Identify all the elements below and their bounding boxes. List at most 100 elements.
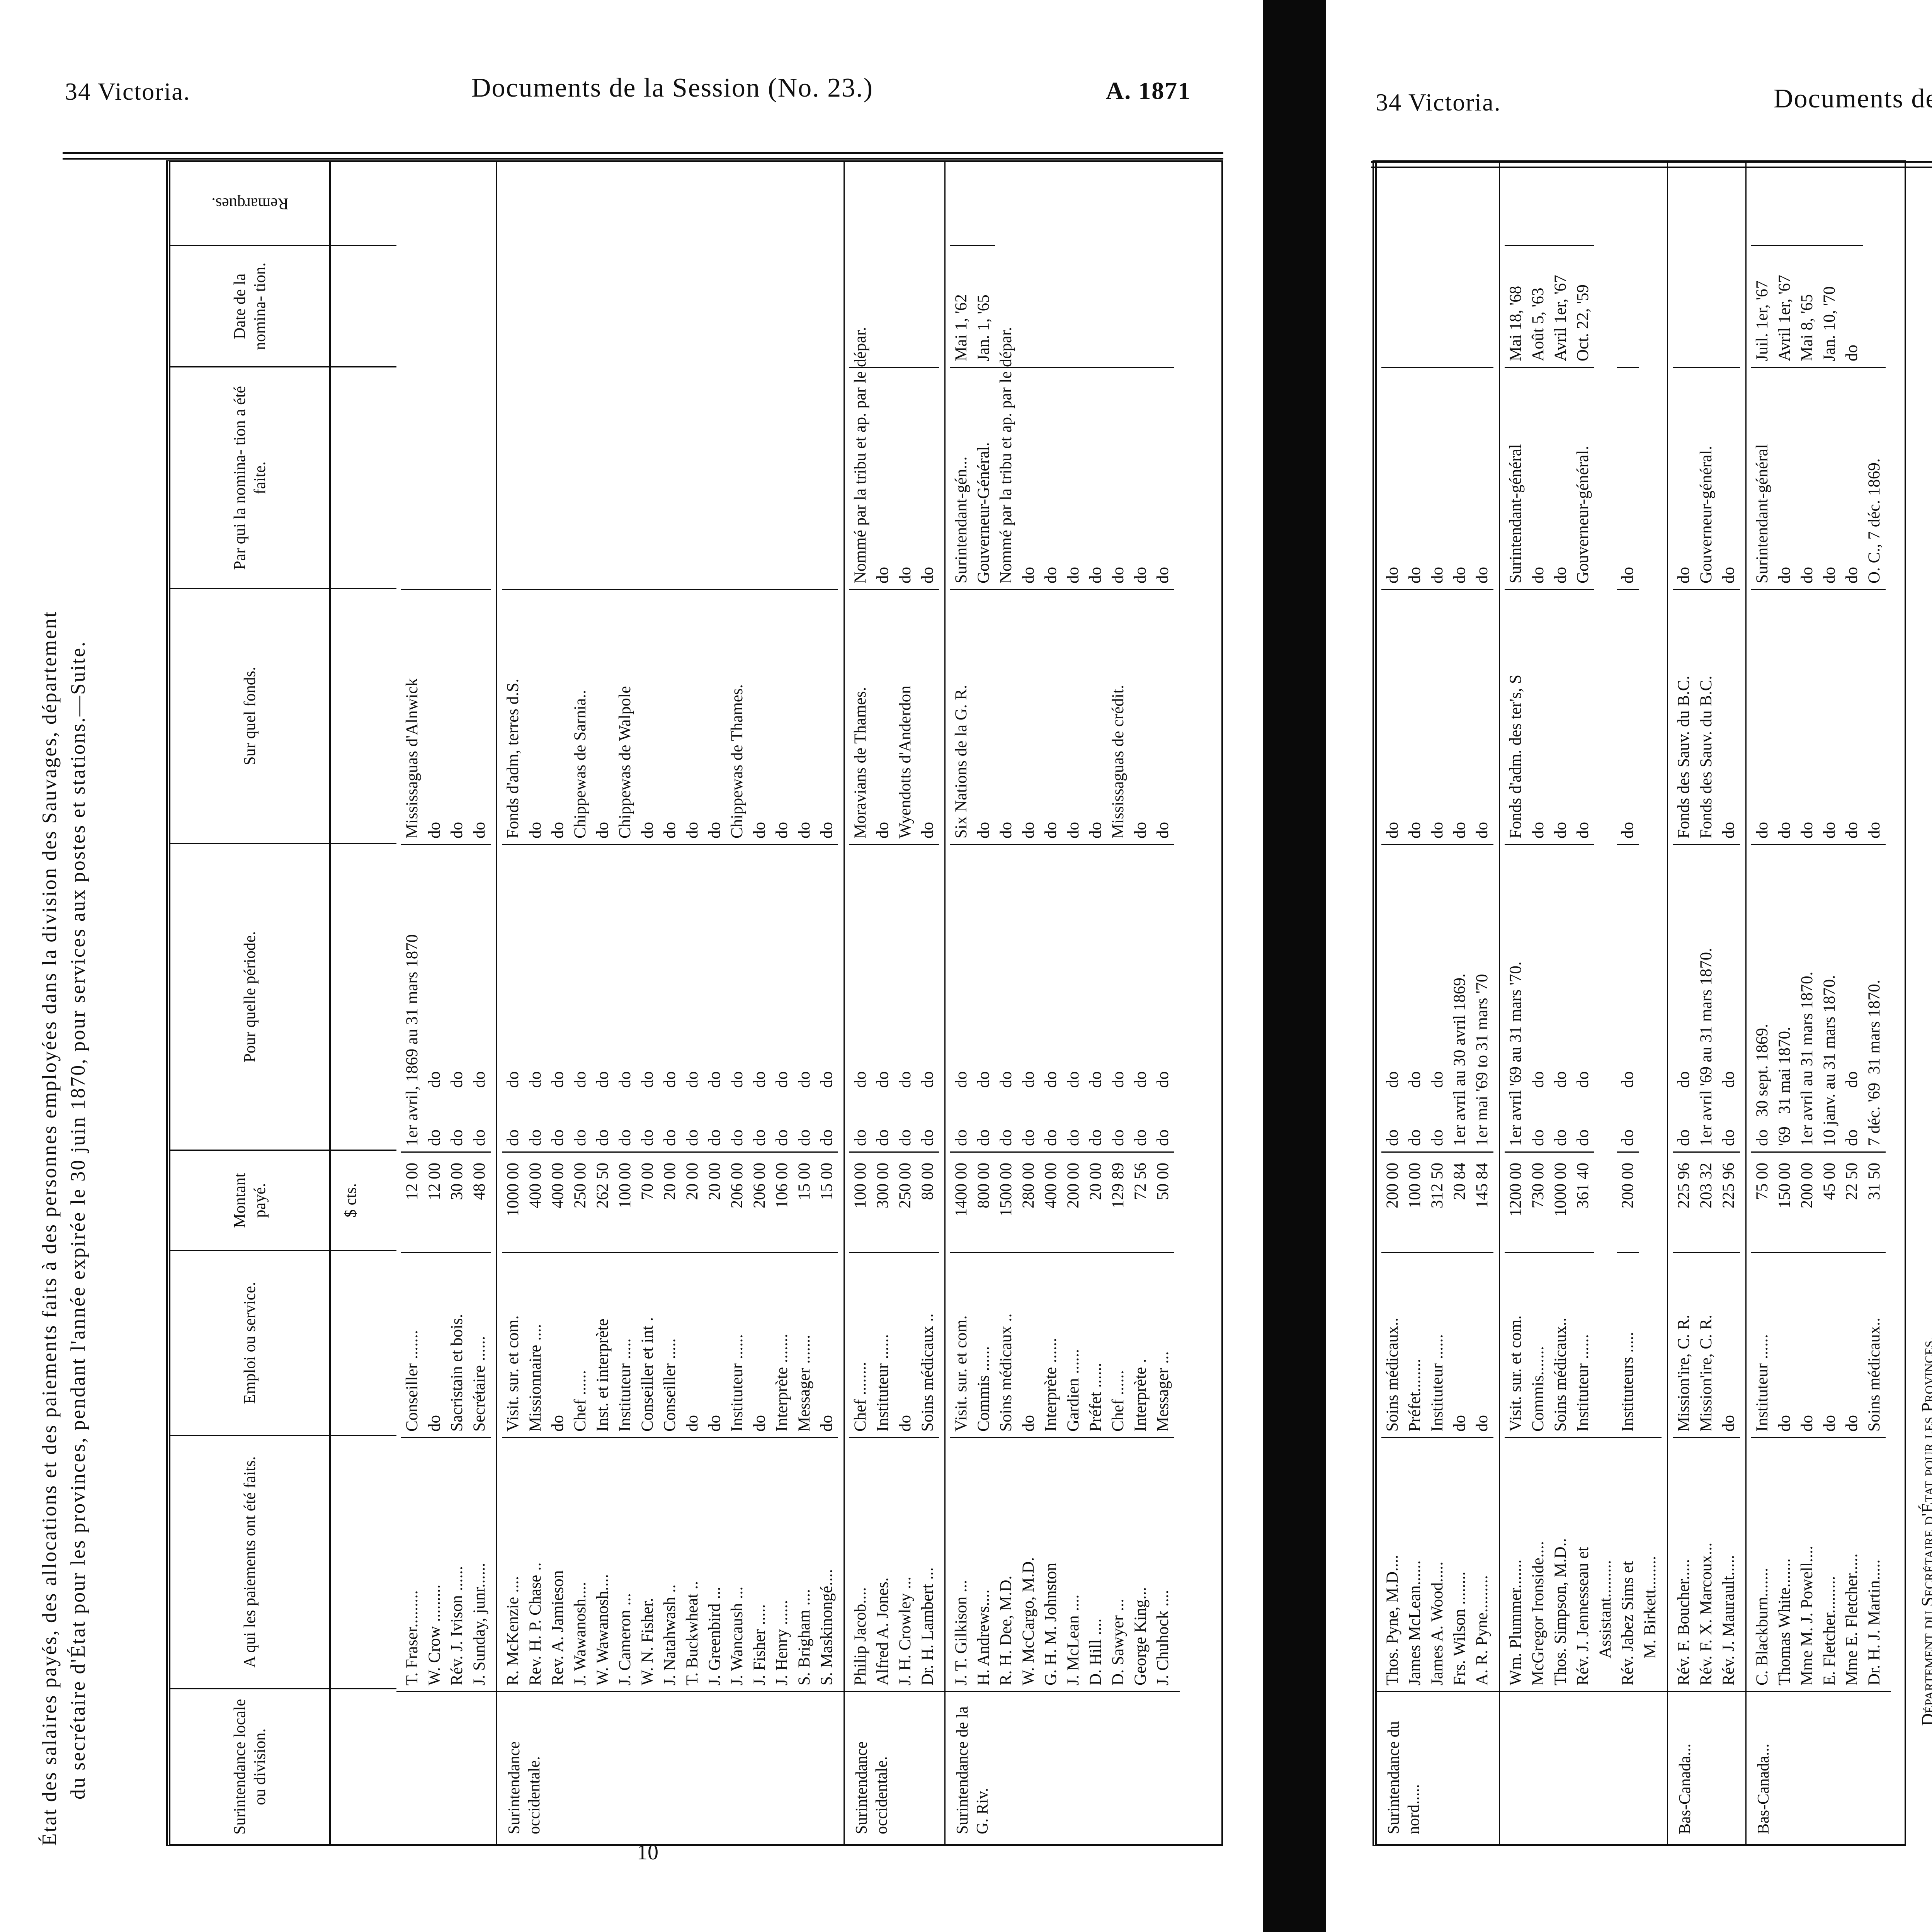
table-title-line1: État des salaires payés, des allocations… [38, 611, 61, 1846]
cell-periode: do do [636, 844, 659, 1151]
table-row: S. Maskinongé.... do 15 00 do do do [816, 162, 838, 1691]
cell-montant: 300 00 [872, 1151, 894, 1252]
table-row: Dr. H. J. Martin..... Soins médicaux.. 31 … [1863, 162, 1886, 1691]
cell-periode: do do [1085, 844, 1107, 1151]
cell-periode: do do [872, 844, 894, 1151]
cell-periode: do do [726, 844, 748, 1151]
table-group: Surintendance occidentale. R. McKenzie ..… [496, 162, 844, 1844]
cell-name: W. N. Fisher. [636, 1437, 659, 1691]
subheader-montant: $ cts. [331, 1150, 396, 1250]
subheader-emploi [331, 1250, 396, 1435]
cell-periode: do do [816, 844, 838, 1151]
cell-fonds: do [547, 589, 569, 844]
cell-name: Mme M. J. Powell.... [1796, 1437, 1818, 1691]
cell-emploi: Soins médicaux.. [1863, 1252, 1886, 1437]
cell-parqui: do [1841, 367, 1863, 589]
left-running-head-year: A. 1871 [1106, 77, 1191, 104]
cell-periode: do do [950, 844, 973, 1151]
cell-fonds: do [995, 589, 1017, 844]
table-row: J. Greenbird ... do 20 00 do do do [704, 162, 726, 1691]
cell-emploi: Conseiller ....... [401, 1252, 423, 1437]
cell-periode: do do [1062, 844, 1085, 1151]
table-title-line2: du secrétaire d'État pour les provinces,… [67, 640, 89, 1799]
cell-parqui: do [1085, 367, 1107, 589]
table-row: T. Fraser......... Conseiller ....... 12 0… [401, 162, 423, 1691]
cell-montant: 145 84 [1471, 1151, 1493, 1252]
cell-parqui: do [1549, 367, 1572, 589]
cell-montant: 129 89 [1107, 1151, 1129, 1252]
cell-name: J. T. Gilkison ... [950, 1437, 973, 1691]
cell-fonds: do [1426, 589, 1449, 844]
cell-emploi: do [894, 1252, 917, 1437]
cell-parqui: Surintendant-général [1751, 367, 1774, 589]
cell-periode: 1er avril, 1869 au 31 mars 1870 [401, 844, 423, 1151]
cell-fonds: do [1841, 589, 1863, 844]
cell-montant: 106 00 [771, 1151, 793, 1252]
cell-fonds: do [872, 589, 894, 844]
salary-table-page11: Surintendance du nord..... Thos. Pyne, M.… [1372, 160, 1906, 1846]
cell-name: T. Buckwheat .. [681, 1437, 704, 1691]
cell-name: Rév. F. X. Marcoux... [1695, 1437, 1718, 1691]
cell-date: Avril 1er, '67 [1774, 245, 1796, 367]
table-row: J. Cameron ... Instituteur ..... 100 00 do … [614, 162, 636, 1691]
cell-parqui: do [1449, 367, 1471, 589]
cell-date: Oct. 22, '59 [1572, 245, 1594, 367]
cell-periode: do do [917, 844, 939, 1151]
cell-periode: do do [1549, 844, 1572, 1151]
cell-fonds: do [816, 589, 838, 844]
cell-fonds: do [1152, 589, 1174, 844]
cell-name: S. Maskinongé.... [816, 1437, 838, 1691]
table-row: James A. Wood..... Instituteur ...... 312 … [1426, 162, 1449, 1691]
right-head-rule [1371, 161, 1932, 168]
cell-periode: do do [1152, 844, 1174, 1151]
cell-emploi: Instituteur ...... [1572, 1252, 1594, 1437]
cell-montant: 15 00 [793, 1151, 816, 1252]
table-row: J. Wawanosh.... Chef ...... 250 00 do do Chi… [569, 162, 592, 1691]
cell-montant: 225 96 [1673, 1151, 1695, 1252]
table-row: Wm. Plummer....... Visit. sur. et com. 120… [1505, 162, 1527, 1691]
cell-montant: 1000 00 [502, 1151, 524, 1252]
cell-periode: do do [995, 844, 1017, 1151]
cell-fonds: do [468, 589, 491, 844]
cell-montant: 12 00 [423, 1151, 446, 1252]
cell-montant: 150 00 [1774, 1151, 1796, 1252]
cell-emploi: do [1017, 1252, 1040, 1437]
cell-name: Thomas White....... [1774, 1437, 1796, 1691]
cell-date: Mai 1, '62 [950, 245, 973, 367]
subheader-fonds [331, 588, 396, 843]
column-header-division: Surintendance locale ou division. [170, 1688, 329, 1844]
cell-fonds: do [793, 589, 816, 844]
table-group: Surintendance occidentale. Philip Jacob..… [844, 162, 944, 1844]
cell-fonds: Wyendotts d'Anderdon [894, 589, 917, 844]
table-row: Rév. J. Maurault..... do 225 96 do do do do [1718, 162, 1740, 1691]
cell-emploi: Commis....... [1527, 1252, 1549, 1437]
cell-periode: do do [1129, 844, 1152, 1151]
cell-fonds: do [1863, 589, 1886, 844]
cell-periode: do do [659, 844, 681, 1151]
cell-emploi: do [1818, 1252, 1841, 1437]
cell-date: Mai 8, '65 [1796, 245, 1818, 367]
cell-name: J. Fisher ..... [748, 1437, 771, 1691]
cell-emploi: Messager ... [1152, 1252, 1174, 1437]
cell-parqui: O. C., 7 déc. 1869. [1863, 367, 1886, 589]
cell-emploi: Chef ........ [849, 1252, 872, 1437]
cell-montant: 730 00 [1527, 1151, 1549, 1252]
cell-emploi: Instituteur ..... [614, 1252, 636, 1437]
cell-periode: do do [592, 844, 614, 1151]
table-row: J. Chuhock .... Messager ... 50 00 do do do d… [1152, 162, 1174, 1691]
cell-name: Rév. J. Maurault..... [1718, 1437, 1740, 1691]
cell-fonds: do [1129, 589, 1152, 844]
cell-fonds: do [681, 589, 704, 844]
cell-parqui: Gouverneur-Général. [973, 367, 995, 589]
cell-emploi: do [1774, 1252, 1796, 1437]
cell-parqui: do [894, 367, 917, 589]
cell-montant: 50 00 [1152, 1151, 1174, 1252]
cell-periode: 1er avril '69 au 31 mars '70. [1505, 844, 1527, 1151]
cell-date: Avril 1er, '67 [1549, 245, 1572, 367]
cell-montant: 312 50 [1426, 1151, 1449, 1252]
cell-fonds: Six Nations de la G. R. [950, 589, 973, 844]
column-header-parqui: Par qui la nomina- tion a été faite. [170, 366, 329, 588]
table-row: W. N. Fisher. Conseiller et int . 70 00 do … [636, 162, 659, 1691]
cell-periode: do do [524, 844, 547, 1151]
cell-parqui: Surintendant-gén... [950, 367, 973, 589]
